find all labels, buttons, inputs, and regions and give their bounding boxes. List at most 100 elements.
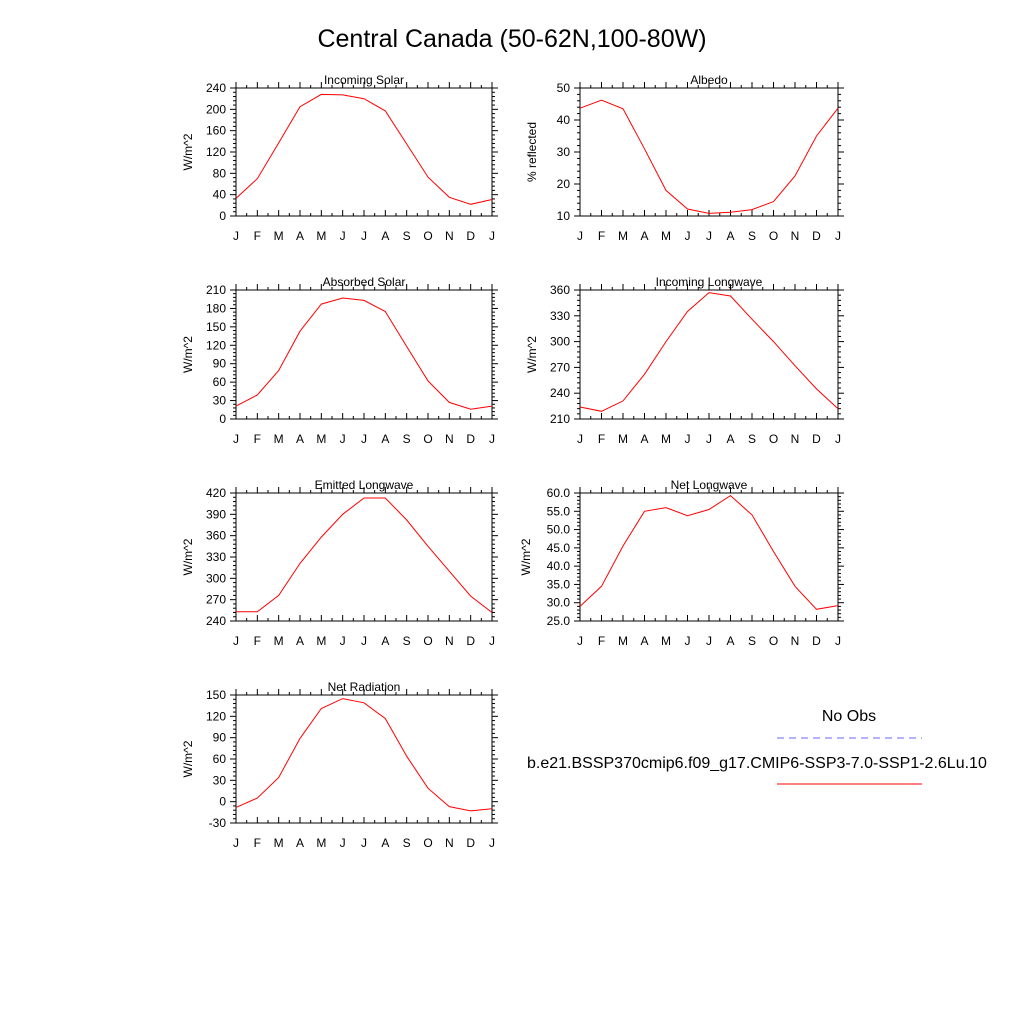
y-tick-label: 80 [213,166,227,180]
y-tick-label: 55.0 [547,504,571,518]
y-axis-label: W/m^2 [181,538,195,575]
panel-title: Net Radiation [328,680,401,694]
x-tick-label: O [769,229,778,243]
x-tick-label: A [296,229,304,243]
y-tick-label: 360 [550,283,570,297]
y-tick-label: 45.0 [547,541,571,555]
series-line [235,698,493,812]
x-tick-label: A [381,634,389,648]
panel-title: Net Longwave [671,478,748,492]
x-tick-label: M [618,634,628,648]
y-axis-label: W/m^2 [181,336,195,373]
x-tick-label: M [274,836,284,850]
x-tick-label: J [685,432,691,446]
x-tick-label: J [489,634,495,648]
series-line [235,93,493,205]
x-tick-label: S [748,634,756,648]
x-tick-label: S [403,836,411,850]
x-tick-label: S [403,432,411,446]
x-tick-label: O [423,836,432,850]
x-tick-label: J [489,432,495,446]
x-tick-label: O [769,634,778,648]
y-tick-label: 50.0 [547,523,571,537]
y-tick-label: 60 [213,375,227,389]
x-tick-label: J [835,432,841,446]
x-tick-label: J [233,432,239,446]
y-tick-label: 90 [213,731,227,745]
x-tick-label: D [466,229,475,243]
y-tick-label: 420 [206,486,226,500]
legend-obs-label: No Obs [822,708,876,725]
x-tick-label: S [748,432,756,446]
panel-title: Absorbed Solar [323,275,406,289]
x-tick-label: F [598,229,605,243]
x-tick-label: F [254,229,261,243]
plot-frame [235,492,493,622]
y-tick-label: -30 [209,816,227,830]
x-tick-label: N [445,836,454,850]
x-tick-label: A [296,634,304,648]
x-tick-label: J [706,634,712,648]
x-tick-label: J [361,229,367,243]
x-tick-label: M [316,836,326,850]
legend: No Obs b.e21.BSSP370cmip6.f09_g17.CMIP6-… [527,708,987,785]
x-tick-label: M [274,634,284,648]
x-tick-label: J [340,836,346,850]
x-tick-label: J [706,432,712,446]
x-tick-label: S [403,634,411,648]
series-line [579,99,839,214]
x-tick-label: D [812,432,821,446]
y-tick-label: 330 [206,550,226,564]
x-tick-label: F [254,432,261,446]
x-tick-label: M [316,634,326,648]
plot-frame [235,289,493,420]
x-tick-label: O [423,634,432,648]
y-tick-label: 300 [550,335,570,349]
y-tick-label: 20 [557,177,571,191]
x-tick-label: J [361,432,367,446]
x-tick-label: D [812,634,821,648]
y-tick-label: 150 [206,320,226,334]
x-tick-label: A [296,836,304,850]
y-tick-label: 40 [557,113,571,127]
y-axis-label: W/m^2 [519,538,533,575]
x-tick-label: A [296,432,304,446]
y-axis-label: W/m^2 [525,336,539,373]
y-tick-label: 10 [557,209,571,223]
y-tick-label: 40 [213,188,227,202]
x-tick-label: J [835,634,841,648]
figure-title: Central Canada (50-62N,100-80W) [317,25,706,53]
x-tick-label: N [791,229,800,243]
x-tick-label: M [274,432,284,446]
x-tick-label: N [445,229,454,243]
y-tick-label: 120 [206,709,226,723]
x-tick-label: J [685,229,691,243]
x-tick-label: J [340,634,346,648]
x-tick-label: A [726,634,734,648]
x-tick-label: M [274,229,284,243]
y-tick-label: 50 [557,81,571,95]
x-tick-label: F [254,836,261,850]
x-tick-label: J [233,836,239,850]
x-tick-label: A [381,836,389,850]
x-tick-label: J [340,432,346,446]
panel-title: Incoming Solar [324,73,404,87]
x-tick-label: D [466,634,475,648]
y-tick-label: 240 [206,81,226,95]
series-line [235,297,493,410]
y-axis-label: W/m^2 [181,133,195,170]
y-axis-label: % reflected [525,122,539,182]
panel-title: Albedo [690,73,728,87]
panel-title: Emitted Longwave [315,478,414,492]
x-tick-label: J [233,229,239,243]
plot-frame [235,87,493,217]
y-tick-label: 30.0 [547,596,571,610]
x-tick-label: J [340,229,346,243]
